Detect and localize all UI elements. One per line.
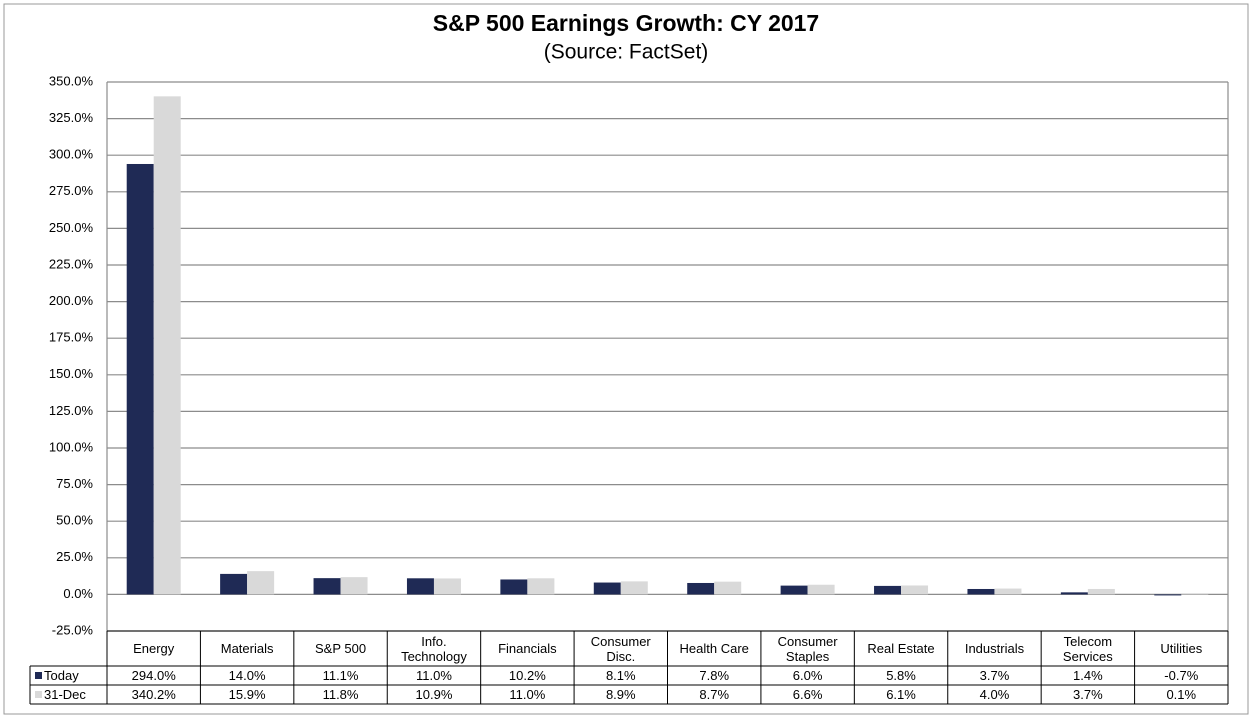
- value-label: 11.1%: [322, 668, 359, 683]
- y-tick-label: 25.0%: [56, 549, 93, 564]
- bar: [807, 584, 835, 595]
- bar: [967, 588, 995, 595]
- y-tick-label: 125.0%: [49, 403, 94, 418]
- y-tick-label: 75.0%: [56, 476, 93, 491]
- bar: [994, 588, 1022, 595]
- y-tick-label: 50.0%: [56, 513, 93, 528]
- bar: [1181, 594, 1209, 595]
- value-label: 6.0%: [792, 668, 823, 683]
- value-label: 340.2%: [131, 687, 176, 702]
- bar: [500, 579, 528, 595]
- category-label: Materials: [220, 641, 274, 656]
- value-label: 5.8%: [886, 668, 916, 683]
- chart-subtitle: (Source: FactSet): [544, 41, 709, 64]
- category-label: Utilities: [1160, 641, 1203, 656]
- value-label: 11.0%: [416, 668, 452, 683]
- y-tick-label: 275.0%: [49, 183, 94, 198]
- value-label: 7.8%: [699, 668, 730, 683]
- category-label: Telecom Services: [1062, 633, 1113, 664]
- value-label: 1.4%: [1073, 668, 1103, 683]
- bar: [340, 577, 368, 595]
- bar: [1087, 588, 1115, 595]
- category-label: Financials: [498, 641, 557, 656]
- category-label: Health Care: [679, 641, 749, 656]
- value-label: 294.0%: [131, 668, 176, 683]
- bar: [593, 582, 621, 595]
- y-tick-label: 350.0%: [49, 73, 94, 88]
- value-label: 10.9%: [415, 687, 453, 702]
- bar: [620, 581, 648, 595]
- bar: [714, 581, 742, 595]
- value-label: 6.1%: [886, 687, 916, 702]
- y-tick-label: 225.0%: [49, 256, 94, 271]
- chart-border: [3, 3, 1249, 715]
- value-label: 8.1%: [605, 668, 636, 683]
- y-tick-label: 325.0%: [49, 110, 94, 125]
- y-tick-label: 150.0%: [49, 366, 94, 381]
- category-label: Real Estate: [867, 641, 935, 656]
- y-tick-label: 250.0%: [49, 220, 94, 235]
- y-tick-label: 0.0%: [63, 586, 93, 601]
- bar: [433, 578, 461, 595]
- value-label: 4.0%: [979, 687, 1010, 702]
- bar: [527, 578, 555, 595]
- category-label: S&P 500: [314, 641, 367, 656]
- y-tick-label: 200.0%: [49, 293, 94, 308]
- bar: [874, 585, 902, 595]
- category-label: Info. Technology: [401, 633, 467, 664]
- y-tick-label: 100.0%: [49, 439, 94, 454]
- legend-label: Today: [44, 668, 79, 683]
- category-label: Consumer Disc.: [590, 633, 651, 664]
- bar: [126, 163, 154, 595]
- bar: [153, 96, 181, 595]
- value-label: 3.7%: [1073, 687, 1103, 702]
- bar: [687, 582, 715, 595]
- value-label: 8.9%: [605, 687, 636, 702]
- value-label: 11.8%: [322, 687, 359, 702]
- bar: [901, 585, 929, 595]
- bar: [220, 573, 248, 595]
- legend-key: [35, 672, 42, 679]
- value-label: 10.2%: [508, 668, 546, 683]
- value-label: 11.0%: [509, 687, 546, 702]
- legend-label: 31-Dec: [44, 687, 86, 702]
- value-label: 15.9%: [228, 687, 266, 702]
- bar: [1060, 592, 1088, 595]
- category-label: Energy: [133, 641, 175, 656]
- bar: [406, 578, 434, 595]
- value-label: 14.0%: [228, 668, 266, 683]
- y-tick-label: -25.0%: [52, 622, 94, 637]
- y-tick-label: 175.0%: [49, 330, 94, 345]
- category-label: Consumer Staples: [777, 633, 838, 664]
- value-label: 8.7%: [699, 687, 730, 702]
- legend-key: [35, 691, 42, 698]
- bar: [313, 578, 341, 595]
- bar: [247, 571, 275, 595]
- category-label: Industrials: [964, 641, 1025, 656]
- bar: [1154, 594, 1182, 596]
- bar: [780, 585, 808, 595]
- value-label: 6.6%: [792, 687, 823, 702]
- chart-title: S&P 500 Earnings Growth: CY 2017: [433, 10, 819, 36]
- value-label: 3.7%: [979, 668, 1010, 683]
- y-tick-label: 300.0%: [49, 147, 94, 162]
- value-label: 0.1%: [1166, 687, 1197, 702]
- value-label: -0.7%: [1164, 668, 1199, 683]
